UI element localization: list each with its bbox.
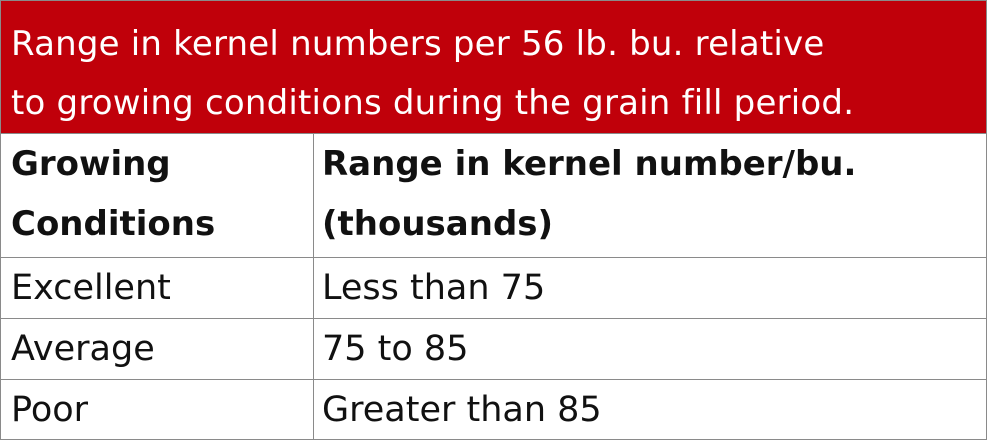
condition-cell: Average [11,329,155,369]
condition-cell: Poor [11,390,89,430]
table-title-line-2: to growing conditions during the grain f… [11,83,855,123]
header-col1-line2: Conditions [11,204,216,244]
range-cell: Less than 75 [313,258,986,318]
table-row: Poor Greater than 85 [1,379,986,440]
table-title: Range in kernel numbers per 56 lb. bu. r… [1,1,986,133]
table-row: Excellent Less than 75 [1,257,986,318]
header-row: Growing Conditions Range in kernel numbe… [1,133,986,257]
header-kernel-range: Range in kernel number/bu. (thousands) [313,134,986,257]
condition-cell: Excellent [11,268,171,308]
header-growing-conditions: Growing Conditions [1,134,313,257]
range-cell: Greater than 85 [313,380,986,440]
range-cell: 75 to 85 [313,319,986,379]
header-col2-line2: (thousands) [322,204,554,244]
table-row: Average 75 to 85 [1,318,986,379]
table-title-line-1: Range in kernel numbers per 56 lb. bu. r… [11,24,825,64]
header-col2-line1: Range in kernel number/bu. [322,144,857,184]
header-col1-line1: Growing [11,144,171,184]
table-body: Growing Conditions Range in kernel numbe… [1,133,986,440]
